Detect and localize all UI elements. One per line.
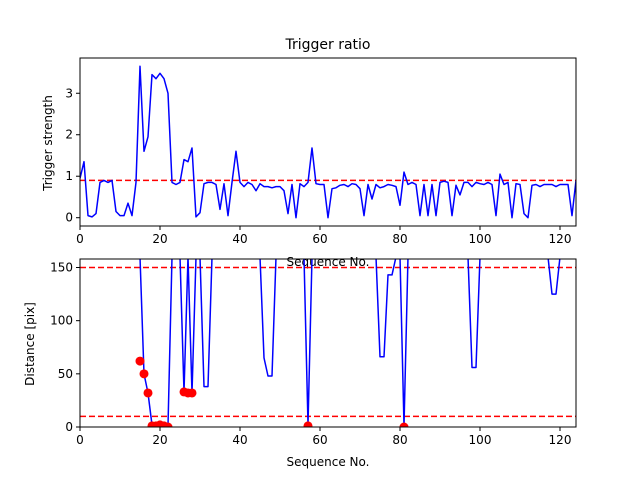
top-x-tick-label: 100 — [469, 232, 492, 246]
bottom-x-tick-label: 100 — [469, 433, 492, 447]
top-x-tick-label: 60 — [312, 232, 327, 246]
top-x-tick-label: 120 — [549, 232, 572, 246]
top-y-tick-label: 3 — [65, 86, 73, 100]
top-y-tick-label: 0 — [65, 211, 73, 225]
bottom-marker-point — [303, 421, 313, 427]
top-y-tick-label: 2 — [65, 128, 73, 142]
top-x-tick-label: 0 — [76, 232, 84, 246]
bottom-marker-point — [143, 388, 153, 398]
top-axes-frame — [79, 57, 577, 227]
bottom-y-axis-label: Distance [pix] — [23, 302, 37, 386]
top-x-tick-label: 20 — [152, 232, 167, 246]
bottom-marker-point — [399, 422, 409, 427]
top-x-tick-label: 40 — [232, 232, 247, 246]
bottom-x-tick-label: 40 — [232, 433, 247, 447]
bottom-plot-layer — [80, 259, 576, 427]
chart-title: Trigger ratio — [284, 37, 370, 53]
bottom-marker-point — [135, 356, 145, 366]
bottom-x-tick-label: 80 — [392, 433, 407, 447]
bottom-x-tick-label: 20 — [152, 433, 167, 447]
bottom-y-tick-label: 100 — [50, 314, 73, 328]
bottom-y-tick-label: 150 — [50, 261, 73, 275]
top-series-line — [80, 65, 576, 219]
top-y-tick-label: 1 — [65, 169, 73, 183]
bottom-marker-point — [163, 422, 173, 427]
bottom-axes-frame — [79, 258, 577, 428]
top-plot-area: 0 20 40 60 80 100 120 0 1 2 3 — [65, 57, 577, 246]
bottom-marker-point — [187, 388, 197, 398]
bottom-x-tick-label: 60 — [312, 433, 327, 447]
bottom-x-tick-label: 0 — [76, 433, 84, 447]
bottom-marker-point — [139, 369, 149, 379]
bottom-x-tick-label: 120 — [549, 433, 572, 447]
bottom-x-axis-label: Sequence No. — [287, 455, 370, 469]
top-x-tick-label: 80 — [392, 232, 407, 246]
top-plot-layer — [80, 65, 576, 219]
bottom-y-tick-label: 50 — [58, 367, 73, 381]
top-y-axis-label: Trigger strength — [41, 95, 55, 192]
bottom-y-tick-label: 0 — [65, 420, 73, 434]
bottom-series-line — [139, 259, 561, 427]
bottom-plot-area: 0 20 40 60 80 100 120 0 50 100 150 — [50, 258, 577, 447]
